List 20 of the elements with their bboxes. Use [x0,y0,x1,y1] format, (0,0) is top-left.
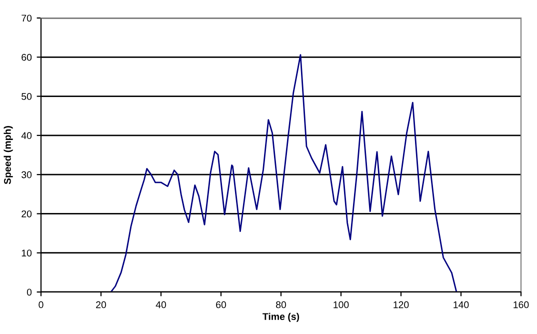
x-tick-label: 40 [156,301,166,308]
y-tick-label: 20 [22,210,32,218]
x-axis-title: Time (s) [262,312,300,322]
y-tick-label: 70 [22,14,32,22]
y-tick-label: 10 [22,250,32,256]
x-tick-label: 20 [96,301,106,308]
x-tick-label: 60 [216,301,226,308]
y-tick-label: 30 [22,171,32,178]
y-tick-label: 40 [21,132,32,140]
y-tick-label: 0 [26,288,32,296]
x-tick-label: 80 [276,301,286,308]
x-tick-label: 140 [454,301,469,308]
y-axis-title: Speed (mph) [4,126,13,184]
y-tick-label: 50 [22,93,32,100]
x-tick-label: 100 [334,301,349,308]
y-tick-label: 60 [22,54,32,61]
line-series [110,54,458,292]
x-tick-label: 0 [38,301,44,308]
x-tick-label: 120 [394,301,409,308]
x-tick-label: 160 [514,301,529,308]
